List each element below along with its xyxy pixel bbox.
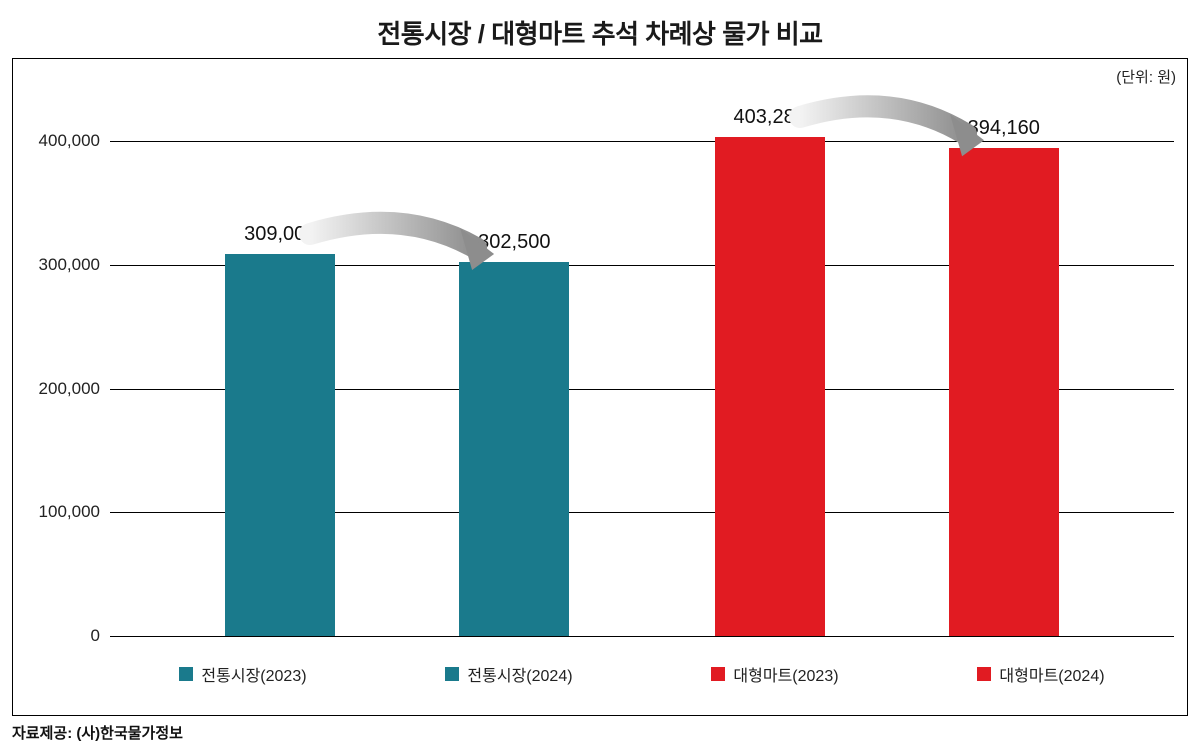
legend-label: 대형마트(2023) [733,662,838,686]
trend-arrow [740,57,1044,200]
legend-label: 전통시장(2024) [467,662,572,686]
legend: 전통시장(2023) 전통시장(2024) 대형마트(2023) 대형마트(2024) [110,654,1174,694]
y-tick-label: 100,000 [39,502,110,522]
y-tick-label: 0 [91,626,110,646]
chart-title: 전통시장 / 대형마트 추석 차례상 물가 비교 [0,0,1200,51]
trend-arrow [250,174,554,314]
unit-label: (단위: 원) [1116,66,1176,87]
legend-item: 전통시장(2023) [179,662,306,686]
legend-swatch [711,667,725,681]
legend-item: 대형마트(2024) [977,662,1104,686]
x-axis-line [110,636,1174,637]
legend-swatch [445,667,459,681]
legend-item: 대형마트(2023) [711,662,838,686]
legend-swatch [977,667,991,681]
legend-swatch [179,667,193,681]
legend-label: 전통시장(2023) [201,662,306,686]
bar-traditional_2024: 302,500 [459,262,569,636]
plot-area: 0100,000200,000300,000400,000309,000302,… [110,104,1174,636]
y-tick-label: 200,000 [39,379,110,399]
legend-label: 대형마트(2024) [999,662,1104,686]
legend-item: 전통시장(2024) [445,662,572,686]
source-label: 자료제공: (사)한국물가정보 [12,722,183,743]
bar-mart_2024: 394,160 [949,148,1059,636]
y-tick-label: 300,000 [39,255,110,275]
bar-mart_2023: 403,280 [715,137,825,636]
y-tick-label: 400,000 [39,131,110,151]
